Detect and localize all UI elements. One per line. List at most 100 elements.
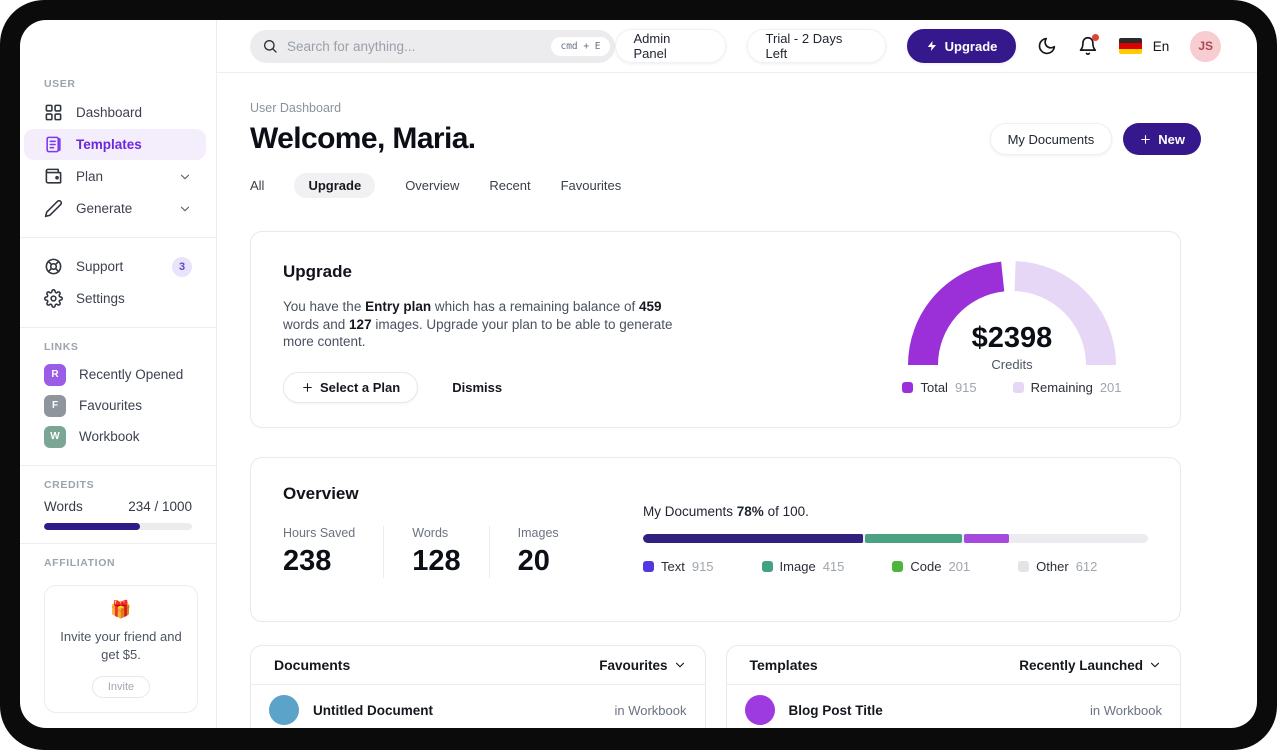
upgrade-button-label: Upgrade bbox=[944, 38, 998, 54]
tab-all[interactable]: All bbox=[250, 178, 265, 193]
notification-dot bbox=[1092, 34, 1100, 41]
credits-label: Credits bbox=[991, 357, 1033, 372]
credits-progress-fill bbox=[44, 523, 141, 530]
search-placeholder: Search for anything... bbox=[287, 38, 416, 54]
tab-recent[interactable]: Recent bbox=[489, 178, 531, 193]
document-list-item[interactable]: Untitled Document in Workbook bbox=[251, 685, 705, 728]
credits-progress-track bbox=[44, 523, 192, 530]
templates-card: Templates Recently Launched Blog Post Ti… bbox=[725, 645, 1181, 728]
breadcrumb: User Dashboard bbox=[250, 101, 342, 115]
tab-bar: All Upgrade Overview Recent Favourites bbox=[250, 173, 1201, 198]
invite-button[interactable]: Invite bbox=[91, 676, 151, 698]
sidebar-link-recently-opened[interactable]: R Recently Opened bbox=[20, 359, 216, 390]
new-button-label: New bbox=[1158, 131, 1185, 147]
documents-card: Documents Favourites Untitled Document i… bbox=[250, 645, 706, 728]
upgrade-button[interactable]: Upgrade bbox=[906, 29, 1017, 63]
legend-item-image: Image 415 bbox=[761, 559, 844, 574]
legend-swatch bbox=[1018, 561, 1030, 572]
sidebar-item-generate[interactable]: Generate bbox=[24, 193, 206, 224]
document-title: Untitled Document bbox=[313, 702, 433, 718]
sidebar-link-label: Recently Opened bbox=[79, 367, 184, 382]
tab-upgrade[interactable]: Upgrade bbox=[294, 173, 376, 198]
language-label[interactable]: En bbox=[1152, 38, 1170, 54]
stat-words: Words 128 bbox=[383, 526, 488, 578]
templates-filter-dropdown[interactable]: Recently Launched bbox=[1019, 658, 1162, 673]
legend-swatch bbox=[892, 561, 904, 572]
legend-swatch bbox=[902, 382, 914, 393]
bar-segment-other bbox=[1011, 534, 1148, 543]
admin-panel-button[interactable]: Admin Panel bbox=[614, 29, 726, 63]
user-avatar[interactable]: JS bbox=[1190, 30, 1222, 62]
template-list-item[interactable]: Blog Post Title in Workbook bbox=[727, 685, 1181, 728]
sidebar-item-label: Dashboard bbox=[76, 105, 143, 120]
sidebar-item-support[interactable]: Support 3 bbox=[24, 251, 206, 282]
sidebar-section-user: USER bbox=[44, 78, 76, 90]
topbar: Search for anything... cmd + E Admin Pan… bbox=[217, 20, 1257, 73]
sidebar-item-settings[interactable]: Settings bbox=[24, 283, 206, 314]
search-input[interactable]: Search for anything... cmd + E bbox=[250, 29, 615, 63]
document-location: in Workbook bbox=[614, 702, 687, 718]
template-location: in Workbook bbox=[1089, 702, 1162, 718]
legend-item-total: Total 915 bbox=[902, 380, 977, 395]
upgrade-card-title: Upgrade bbox=[283, 262, 352, 281]
sidebar-item-label: Settings bbox=[76, 291, 125, 306]
new-button[interactable]: New bbox=[1123, 123, 1201, 155]
dashboard-grid-icon bbox=[44, 103, 63, 122]
sidebar-item-label: Generate bbox=[76, 201, 133, 216]
documents-progress-label: My Documents 78% of 100. bbox=[643, 504, 809, 519]
sidebar-section-affiliation: AFFILIATION bbox=[44, 557, 116, 569]
link-initial-badge: F bbox=[44, 394, 66, 417]
chevron-down-icon bbox=[1148, 658, 1162, 672]
pencil-icon bbox=[44, 199, 63, 218]
notifications-bell-icon[interactable] bbox=[1078, 34, 1100, 56]
trial-status-badge[interactable]: Trial - 2 Days Left bbox=[746, 29, 886, 63]
gauge-arc-total bbox=[908, 261, 1005, 366]
plus-icon bbox=[1141, 134, 1151, 144]
templates-card-title: Templates bbox=[749, 657, 818, 673]
gear-icon bbox=[44, 289, 63, 308]
select-plan-button[interactable]: Select a Plan bbox=[283, 371, 419, 403]
page-title: Welcome, Maria. bbox=[250, 122, 476, 155]
legend-item-other: Other 612 bbox=[1018, 559, 1097, 574]
dismiss-button[interactable]: Dismiss bbox=[452, 379, 503, 395]
bar-segment-text bbox=[643, 534, 864, 543]
sidebar-link-label: Workbook bbox=[79, 429, 140, 444]
tab-favourites[interactable]: Favourites bbox=[560, 178, 622, 193]
sidebar-item-templates[interactable]: Templates bbox=[24, 129, 206, 160]
overview-card: Overview Hours Saved 238 Words 128 Image… bbox=[250, 457, 1181, 622]
lightning-icon bbox=[927, 41, 936, 51]
main-content: User Dashboard Welcome, Maria. My Docume… bbox=[217, 73, 1257, 728]
template-title: Blog Post Title bbox=[788, 702, 883, 718]
legend-item-remaining: Remaining 201 bbox=[1012, 380, 1122, 395]
dark-mode-moon-icon[interactable] bbox=[1037, 36, 1057, 56]
sidebar-item-plan[interactable]: Plan bbox=[24, 161, 206, 192]
documents-filter-dropdown[interactable]: Favourites bbox=[599, 658, 686, 673]
sidebar-item-label: Templates bbox=[76, 137, 142, 152]
sidebar: USER Dashboard Templates Plan Generate S… bbox=[20, 20, 217, 728]
language-flag-de-icon[interactable] bbox=[1119, 38, 1142, 54]
sidebar-item-label: Plan bbox=[76, 169, 104, 184]
legend-item-code: Code 201 bbox=[892, 559, 970, 574]
bar-segment-code bbox=[964, 534, 1010, 543]
tab-overview[interactable]: Overview bbox=[405, 178, 460, 193]
gift-icon: 🎁 bbox=[110, 600, 132, 619]
documents-filter-label: Favourites bbox=[599, 657, 668, 673]
sidebar-link-favourites[interactable]: F Favourites bbox=[20, 390, 216, 421]
credits-words-value: 234 / 1000 bbox=[128, 499, 192, 514]
support-badge: 3 bbox=[172, 256, 192, 277]
chevron-down-icon bbox=[178, 170, 192, 184]
sidebar-section-links: LINKS bbox=[44, 341, 79, 353]
upgrade-card: Upgrade You have the Entry plan which ha… bbox=[250, 231, 1181, 428]
sidebar-divider bbox=[20, 327, 216, 328]
my-documents-button[interactable]: My Documents bbox=[989, 123, 1113, 155]
select-plan-label: Select a Plan bbox=[320, 379, 401, 395]
sidebar-divider bbox=[20, 465, 216, 466]
chevron-down-icon bbox=[178, 202, 192, 216]
legend-swatch bbox=[643, 561, 654, 572]
credits-value: $2398 bbox=[971, 322, 1053, 354]
documents-card-title: Documents bbox=[274, 657, 351, 673]
sidebar-link-workbook[interactable]: W Workbook bbox=[20, 421, 216, 452]
sidebar-item-dashboard[interactable]: Dashboard bbox=[24, 97, 206, 128]
upgrade-card-body: You have the Entry plan which has a rema… bbox=[283, 299, 673, 349]
template-avatar bbox=[744, 695, 775, 725]
